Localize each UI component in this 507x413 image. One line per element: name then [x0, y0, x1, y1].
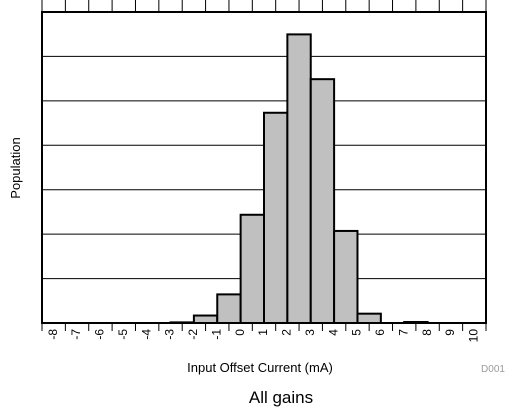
x-tick-label: -3: [163, 329, 177, 340]
x-axis-title: Input Offset Current (mA): [187, 360, 333, 375]
histogram-bar-9: [356, 312, 382, 325]
histogram-bar-8: [333, 229, 359, 324]
x-tick-label: 10: [466, 329, 480, 343]
x-tick-label: 6: [373, 329, 387, 336]
x-tick-label: 7: [396, 329, 410, 336]
x-tick-label: 1: [256, 329, 270, 336]
x-tick-label: 2: [280, 329, 294, 336]
histogram-bar-6: [286, 33, 312, 324]
figure-code: D001: [481, 364, 505, 375]
x-tick-label: -5: [116, 329, 130, 340]
chart-caption: All gains: [249, 388, 313, 407]
x-tick-label: 5: [350, 329, 364, 336]
x-tick-label: 0: [233, 329, 247, 336]
x-tick-label: 3: [303, 329, 317, 336]
x-tick-label: -8: [46, 329, 60, 340]
histogram-bar-4: [239, 213, 265, 324]
x-tick-label: -1: [209, 329, 223, 340]
x-tick-label: -4: [139, 329, 153, 340]
x-tick-label: 8: [420, 329, 434, 336]
histogram-bar-3: [216, 293, 242, 324]
x-tick-label: 9: [443, 329, 457, 336]
histogram-bar-2: [192, 314, 219, 325]
x-tick-label: -2: [186, 329, 200, 340]
x-tick-label: -7: [69, 329, 83, 340]
x-axis-tick-labels: -8 -7 -6 -5 -4 -3 -2 -1 0 1 2 3 4 5 6 7 8 9 10: [46, 329, 481, 343]
plot-area-frame: [41, 11, 487, 324]
y-axis-title: Population: [8, 137, 23, 198]
histogram-bar-7: [309, 78, 336, 325]
x-tick-label: 4: [326, 329, 340, 336]
top-axis-ticks: [41, 0, 487, 12]
histogram-bar-5: [263, 111, 289, 324]
histogram-bars: [169, 33, 429, 325]
x-axis-ticks: [41, 323, 487, 331]
x-tick-label: -6: [93, 329, 107, 340]
